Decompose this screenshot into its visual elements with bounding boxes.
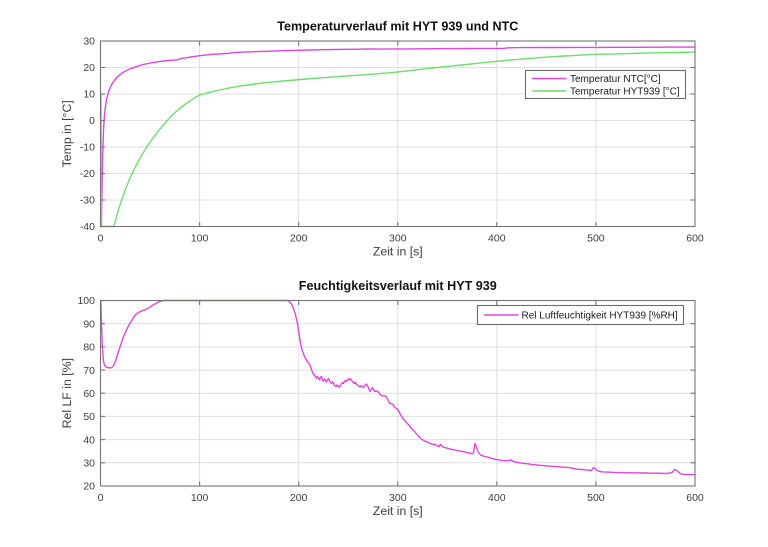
svg-text:Rel Luftfeuchtigkeit HYT939 [%: Rel Luftfeuchtigkeit HYT939 [%RH] — [522, 311, 678, 322]
svg-text:-30: -30 — [80, 195, 95, 207]
svg-text:90: 90 — [83, 318, 95, 330]
svg-text:Temperaturverlauf mit HYT 939: Temperaturverlauf mit HYT 939 und NTC — [277, 20, 518, 34]
svg-text:0: 0 — [89, 115, 95, 127]
svg-text:200: 200 — [290, 492, 308, 504]
svg-text:Rel LF in [%]: Rel LF in [%] — [60, 358, 74, 428]
svg-text:100: 100 — [191, 233, 209, 245]
svg-text:600: 600 — [686, 492, 704, 504]
svg-text:500: 500 — [587, 233, 605, 245]
svg-text:30: 30 — [83, 36, 95, 48]
svg-text:200: 200 — [290, 233, 308, 245]
svg-text:Feuchtigkeitsverlauf mit HYT 9: Feuchtigkeitsverlauf mit HYT 939 — [299, 279, 497, 293]
svg-text:40: 40 — [83, 434, 95, 446]
svg-text:0: 0 — [98, 492, 104, 504]
svg-text:Temperatur NTC[°C]: Temperatur NTC[°C] — [570, 74, 661, 85]
svg-text:70: 70 — [83, 365, 95, 377]
svg-text:80: 80 — [83, 342, 95, 354]
svg-text:-10: -10 — [80, 142, 95, 154]
svg-text:400: 400 — [488, 492, 506, 504]
svg-text:10: 10 — [83, 89, 95, 101]
svg-text:Temperatur HYT939 [°C]: Temperatur HYT939 [°C] — [570, 87, 680, 98]
svg-text:20: 20 — [83, 62, 95, 74]
svg-text:30: 30 — [83, 458, 95, 470]
svg-text:60: 60 — [83, 388, 95, 400]
svg-text:100: 100 — [191, 492, 209, 504]
svg-text:300: 300 — [389, 233, 407, 245]
svg-text:400: 400 — [488, 233, 506, 245]
svg-text:100: 100 — [77, 295, 95, 307]
svg-text:-20: -20 — [80, 168, 95, 180]
svg-text:20: 20 — [83, 481, 95, 493]
svg-text:Temp in [°C]: Temp in [°C] — [60, 100, 74, 167]
svg-text:50: 50 — [83, 411, 95, 423]
svg-text:0: 0 — [98, 233, 104, 245]
svg-text:-40: -40 — [80, 221, 95, 233]
svg-text:300: 300 — [389, 492, 407, 504]
svg-text:600: 600 — [686, 233, 704, 245]
svg-text:500: 500 — [587, 492, 605, 504]
svg-text:Zeit in [s]: Zeit in [s] — [373, 245, 423, 259]
svg-text:Zeit in [s]: Zeit in [s] — [373, 504, 423, 518]
